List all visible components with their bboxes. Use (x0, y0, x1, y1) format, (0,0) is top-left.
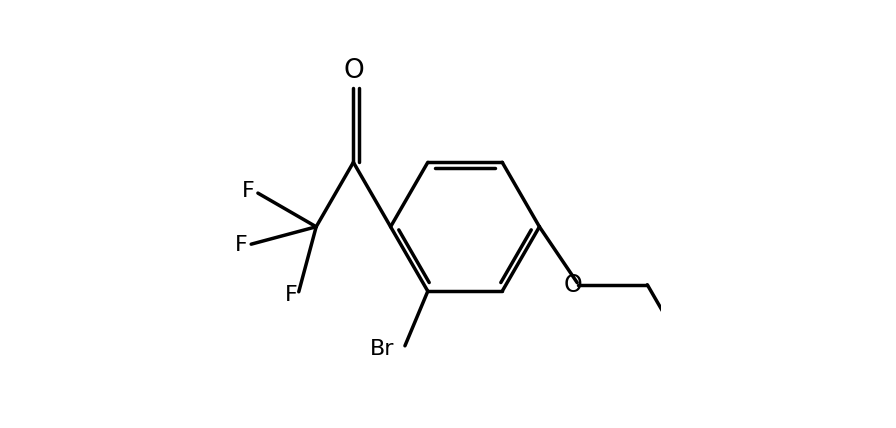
Text: Br: Br (370, 339, 394, 359)
Text: F: F (242, 181, 255, 202)
Text: F: F (285, 285, 297, 305)
Text: O: O (343, 59, 364, 84)
Text: O: O (564, 273, 582, 297)
Text: F: F (235, 235, 248, 255)
